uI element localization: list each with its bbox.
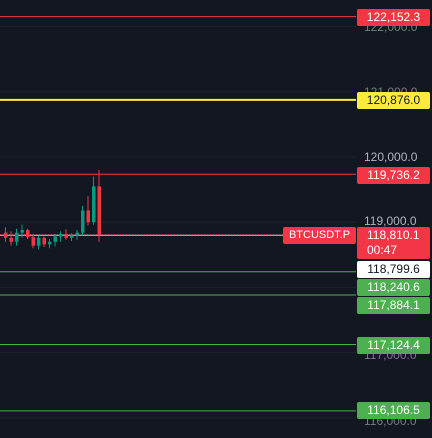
candle-body xyxy=(31,237,35,246)
candle-body xyxy=(92,186,96,223)
candle-body xyxy=(26,230,30,238)
symbol-label: BTCUSDT.P xyxy=(283,227,356,244)
candle-body xyxy=(70,235,74,238)
current-price: 118,810.1 xyxy=(367,228,420,242)
candle-body xyxy=(20,230,24,233)
axis-label-119000: 119,000.0 xyxy=(364,214,417,228)
candle-body xyxy=(53,236,57,242)
price-level-lines xyxy=(0,16,356,412)
candle-body xyxy=(97,186,101,235)
candle-body xyxy=(59,233,63,237)
level-tag-122152[interactable]: 122,152.3 xyxy=(357,9,430,26)
level-tag-119736[interactable]: 119,736.2 xyxy=(357,167,430,184)
chart-grid xyxy=(0,26,356,419)
current-price-tag: 118,810.1 00:47 xyxy=(357,227,430,259)
level-tag-118240[interactable]: 118,240.6 xyxy=(357,279,430,296)
axis-label-120000: 120,000.0 xyxy=(364,150,418,164)
candle-body xyxy=(4,232,8,238)
level-tag-117124[interactable]: 117,124.4 xyxy=(357,337,430,354)
candle-body xyxy=(9,237,13,242)
level-tag-117884[interactable]: 117,884.1 xyxy=(357,297,430,314)
candle-body xyxy=(48,241,52,245)
candle-body xyxy=(75,232,79,236)
candle-body xyxy=(15,232,19,242)
bar-countdown: 00:47 xyxy=(367,243,398,257)
candle-body xyxy=(86,210,90,223)
candle-body xyxy=(37,237,41,246)
level-tag-118799[interactable]: 118,799.6 xyxy=(357,261,430,278)
level-tag-120876[interactable]: 120,876.0 xyxy=(357,92,430,109)
candlestick-series xyxy=(4,170,101,250)
candle-body xyxy=(81,210,85,233)
candle-body xyxy=(64,233,68,238)
level-tag-116106[interactable]: 116,106.5 xyxy=(357,402,430,419)
candle-body xyxy=(42,237,46,245)
